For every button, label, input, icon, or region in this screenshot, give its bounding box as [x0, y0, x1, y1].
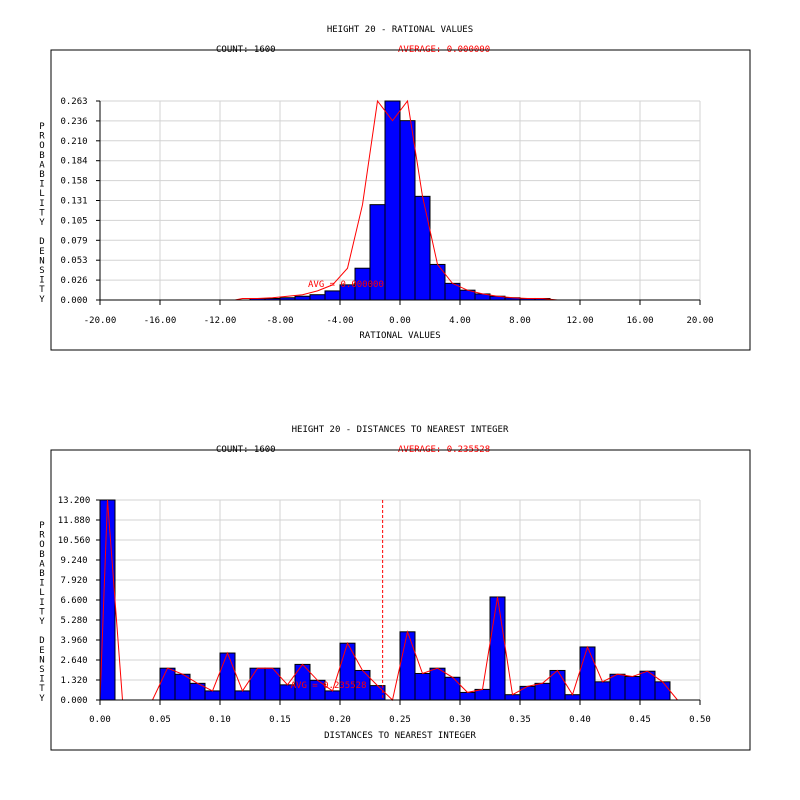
histogram-bar: [339, 642, 356, 701]
histogram-bar: [579, 646, 596, 701]
y-tick-label: 0.184: [60, 157, 87, 167]
x-axis-label: DISTANCES TO NEAREST INTEGER: [324, 731, 476, 741]
x-tick-label: 20.00: [686, 316, 713, 326]
x-tick-label: -20.00: [84, 316, 117, 326]
histogram-bar: [414, 195, 431, 301]
y-tick-label: 0.000: [60, 696, 87, 706]
histogram-bar: [264, 667, 281, 701]
chart-frame: [50, 49, 751, 351]
histogram-bar: [234, 690, 251, 701]
y-tick-label: 6.600: [60, 596, 87, 606]
x-tick-label: 0.30: [449, 715, 471, 725]
histogram-bar: [519, 685, 536, 701]
y-tick-label: 10.560: [58, 536, 91, 546]
y-tick-label: 5.280: [60, 616, 87, 626]
histogram-bar: [459, 691, 476, 701]
x-tick-label: 0.25: [389, 715, 411, 725]
x-tick-label: 8.00: [509, 316, 531, 326]
chart-rational-values: HEIGHT 20 - RATIONAL VALUES COUNT: 1600 …: [39, 25, 751, 351]
x-tick-label: -12.00: [204, 316, 237, 326]
x-tick-label: -8.00: [266, 316, 293, 326]
y-tick-label: 0.236: [60, 117, 87, 127]
y-tick-label: 0.053: [60, 256, 87, 266]
histogram-bar: [489, 596, 506, 701]
chart-title: HEIGHT 20 - RATIONAL VALUES: [327, 25, 473, 35]
histogram-bar: [324, 290, 341, 301]
y-tick-label: 0.105: [60, 216, 87, 226]
histogram-bar: [429, 263, 446, 301]
bars: [249, 100, 551, 301]
histogram-bar: [249, 667, 266, 701]
axes: -20.00 -16.00 -12.00 -8.00 -4.00 0.00 4.00 8.00…: [60, 97, 713, 326]
x-tick-label: 0.40: [569, 715, 591, 725]
histogram-bar: [639, 670, 656, 701]
x-tick-label: 12.00: [566, 316, 593, 326]
x-tick-label: 16.00: [626, 316, 653, 326]
x-tick-label: 0.00: [89, 715, 111, 725]
x-tick-label: -4.00: [326, 316, 353, 326]
x-tick-label: 0.20: [329, 715, 351, 725]
y-tick-label: 11.880: [58, 516, 91, 526]
x-axis-label: RATIONAL VALUES: [359, 331, 440, 341]
histogram-bar: [99, 499, 116, 701]
y-tick-label: 13.200: [58, 496, 91, 506]
histogram-bar: [594, 681, 611, 701]
y-tick-label: 0.079: [60, 236, 87, 246]
histogram-bar: [444, 676, 461, 701]
histogram-bar: [324, 690, 341, 701]
histogram-bar: [429, 667, 446, 701]
avg-annotation: AVG = 0.000000: [308, 280, 384, 290]
histogram-bar: [294, 295, 311, 301]
y-tick-label: 0.026: [60, 276, 87, 286]
histogram-bar: [309, 294, 326, 301]
histogram-bar: [399, 631, 416, 701]
y-tick-label: 0.158: [60, 177, 87, 187]
avg-annotation: AVG = 0.235528: [291, 681, 367, 691]
density-curve-line: [100, 99, 700, 301]
histogram-bar: [414, 672, 431, 701]
x-tick-label: 0.10: [209, 715, 231, 725]
histogram-bar: [504, 694, 521, 701]
histogram-bar: [474, 688, 491, 701]
x-tick-label: 4.00: [449, 316, 471, 326]
histogram-bar: [219, 652, 236, 701]
x-tick-label: 0.15: [269, 715, 291, 725]
x-tick-label: 0.35: [509, 715, 531, 725]
histogram-bar: [384, 100, 401, 301]
histogram-bar: [159, 667, 176, 701]
density-curve: [100, 99, 700, 301]
y-tick-label: 2.640: [60, 656, 87, 666]
y-tick-label: 1.320: [60, 676, 87, 686]
y-tick-label: 3.960: [60, 636, 87, 646]
x-tick-label: 0.00: [389, 316, 411, 326]
histogram-bar: [654, 681, 671, 701]
y-tick-label: 0.263: [60, 97, 87, 107]
y-tick-label: 9.240: [60, 556, 87, 566]
y-tick-label: 0.131: [60, 197, 87, 207]
y-tick-label: 0.210: [60, 137, 87, 147]
histogram-bar: [534, 682, 551, 701]
histogram-bar: [624, 676, 641, 701]
y-tick-label: 0.000: [60, 296, 87, 306]
histogram-bar: [174, 673, 191, 701]
x-tick-label: 0.05: [149, 715, 171, 725]
y-tick-label: 7.920: [60, 576, 87, 586]
x-tick-label: 0.45: [629, 715, 651, 725]
chart-frame: [50, 449, 751, 751]
histogram-bar: [609, 673, 626, 701]
x-tick-label: -16.00: [144, 316, 177, 326]
x-tick-label: 0.50: [689, 715, 711, 725]
histogram-bar: [399, 120, 416, 301]
chart-title: HEIGHT 20 - DISTANCES TO NEAREST INTEGER: [292, 425, 509, 435]
histogram-bar: [204, 690, 221, 701]
chart-distances-to-nearest-integer: HEIGHT 20 - DISTANCES TO NEAREST INTEGER…: [39, 425, 751, 751]
axes: 0.00 0.05 0.10 0.15 0.20 0.25 0.30 0.35 0.40 0.45…: [58, 496, 711, 725]
